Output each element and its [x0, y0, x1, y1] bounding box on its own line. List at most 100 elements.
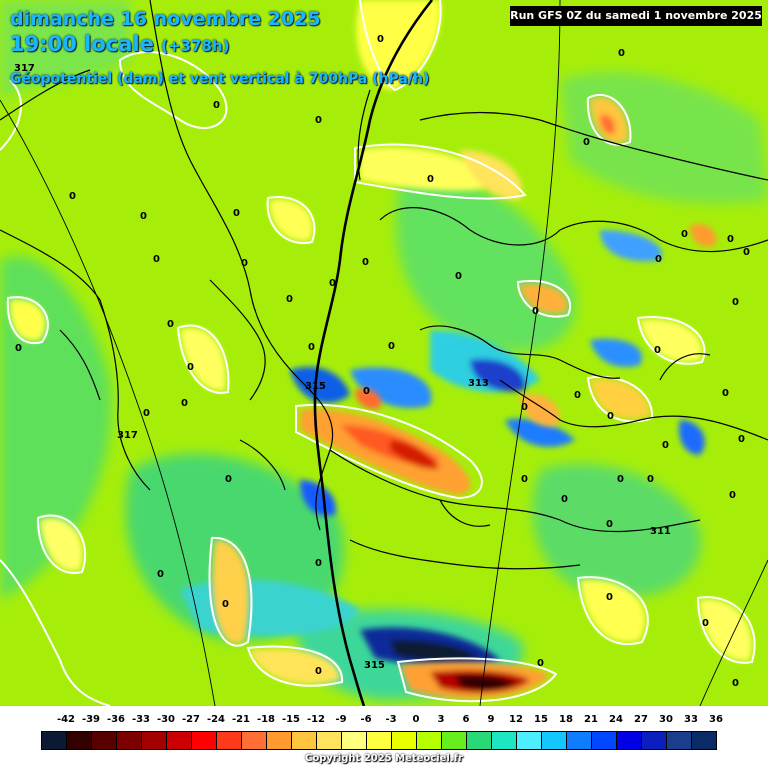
zero-label: 0: [153, 254, 160, 265]
colorscale-tick-label: 30: [659, 714, 673, 725]
forecast-local-time: 19:00 locale: [10, 32, 154, 56]
colorscale-tick-label: -24: [206, 714, 226, 725]
colorscale-tick-label: -27: [181, 714, 201, 725]
colorscale-swatch: [116, 731, 142, 750]
zero-label: 0: [722, 388, 729, 399]
zero-label: 0: [286, 294, 293, 305]
field-descent-zones: [9, 0, 752, 699]
colorscale-swatch: [91, 731, 117, 750]
zero-label: 0: [143, 408, 150, 419]
colorscale-tick-label: -33: [131, 714, 151, 725]
colorscale-tick-label: 9: [487, 714, 495, 725]
colorscale-swatch: [366, 731, 392, 750]
colorscale-swatch: [241, 731, 267, 750]
colorscale-swatch: [191, 731, 217, 750]
zero-label: 0: [329, 278, 336, 289]
colorscale-tick-label: 33: [684, 714, 698, 725]
zero-label: 0: [222, 599, 229, 610]
zero-label: 0: [647, 474, 654, 485]
zero-label: 0: [732, 678, 739, 689]
colorscale-swatch: [491, 731, 517, 750]
zero-label: 0: [606, 592, 613, 603]
colorscale-tick-label: -42: [56, 714, 76, 725]
zero-label: 0: [583, 137, 590, 148]
zero-label: 0: [654, 345, 661, 356]
zero-label: 0: [388, 341, 395, 352]
zero-label: 0: [455, 271, 462, 282]
colorscale-swatch: [541, 731, 567, 750]
wind-zero-labels: 0 0 0 0 0 0 0 0 0 0 0 0 0 0 0 0 0 0 0 0 …: [15, 34, 750, 689]
isohypse-label: 317: [117, 430, 138, 441]
colorscale-swatch: [141, 731, 167, 750]
colorscale-swatch: [416, 731, 442, 750]
zero-label: 0: [681, 229, 688, 240]
forecast-date: dimanche 16 novembre 2025: [10, 8, 321, 30]
zero-label: 0: [732, 297, 739, 308]
zero-label: 0: [187, 362, 194, 373]
zero-label: 0: [157, 569, 164, 580]
colorscale-swatch: [666, 731, 692, 750]
zero-label: 0: [315, 115, 322, 126]
grid-meridians: [0, 0, 768, 707]
zero-label: 0: [521, 474, 528, 485]
wind-zero-contours: [0, 0, 756, 703]
forecast-lead-time: (+378h): [161, 37, 230, 55]
colorscale-swatch: [516, 731, 542, 750]
colorscale-swatch: [316, 731, 342, 750]
colorscale-tick-label: -21: [231, 714, 251, 725]
zero-label: 0: [315, 666, 322, 677]
zero-label: 0: [69, 191, 76, 202]
colorscale-tick-label: 18: [559, 714, 573, 725]
zero-label: 0: [702, 618, 709, 629]
zero-label: 0: [362, 257, 369, 268]
parameter-description: Géopotentiel (dam) et vent vertical à 70…: [10, 71, 430, 87]
model-run-label: Run GFS 0Z du samedi 1 novembre 2025: [510, 6, 762, 26]
zero-label: 0: [607, 411, 614, 422]
colorscale-swatch: [166, 731, 192, 750]
colorscale-swatch: [341, 731, 367, 750]
colorscale-tick-label: -36: [106, 714, 126, 725]
zero-label: 0: [167, 319, 174, 330]
coastlines-and-borders: [0, 0, 768, 570]
zero-label: 0: [738, 434, 745, 445]
colorscale-swatch: [291, 731, 317, 750]
zero-label: 0: [233, 208, 240, 219]
zero-label: 0: [606, 519, 613, 530]
zero-label: 0: [427, 174, 434, 185]
colorscale-tick-label: -9: [335, 714, 347, 725]
colorscale-tick-label: 27: [634, 714, 648, 725]
zero-label: 0: [532, 306, 539, 317]
zero-label: 0: [213, 100, 220, 111]
isohypse-label: 315: [364, 660, 385, 671]
zero-label: 0: [618, 48, 625, 59]
colorscale-tick-label: -6: [360, 714, 372, 725]
isohypse-labels: 317 313 315 317 311 315: [14, 63, 671, 671]
colorscale-tick-label: -18: [256, 714, 276, 725]
colorscale-tick-label: 6: [462, 714, 470, 725]
copyright-text: Copyright 2025 Meteociel.fr: [305, 753, 463, 764]
field-ascent-zones: [180, 230, 705, 667]
colorscale-swatch: [591, 731, 617, 750]
colorscale-tick-label: -12: [306, 714, 326, 725]
colorscale-swatch: [616, 731, 642, 750]
colorscale-swatch: [391, 731, 417, 750]
zero-label: 0: [241, 258, 248, 269]
zero-label: 0: [743, 247, 750, 258]
colorscale-tick-label: -3: [385, 714, 397, 725]
colorscale-swatch: [66, 731, 92, 750]
colorscale-swatch: [641, 731, 667, 750]
isohypse-label: 313: [468, 378, 489, 389]
zero-label: 0: [225, 474, 232, 485]
isohypse-label: 315: [305, 381, 326, 392]
zero-label: 0: [537, 658, 544, 669]
zero-label: 0: [363, 386, 370, 397]
zero-label: 0: [655, 254, 662, 265]
zero-label: 0: [662, 440, 669, 451]
colorscale-tick-label: 3: [437, 714, 445, 725]
isohypse-line: [313, 0, 434, 707]
zero-label: 0: [140, 211, 147, 222]
colorscale-swatch: [466, 731, 492, 750]
colorscale-tick-label: 15: [534, 714, 548, 725]
zero-label: 0: [561, 494, 568, 505]
